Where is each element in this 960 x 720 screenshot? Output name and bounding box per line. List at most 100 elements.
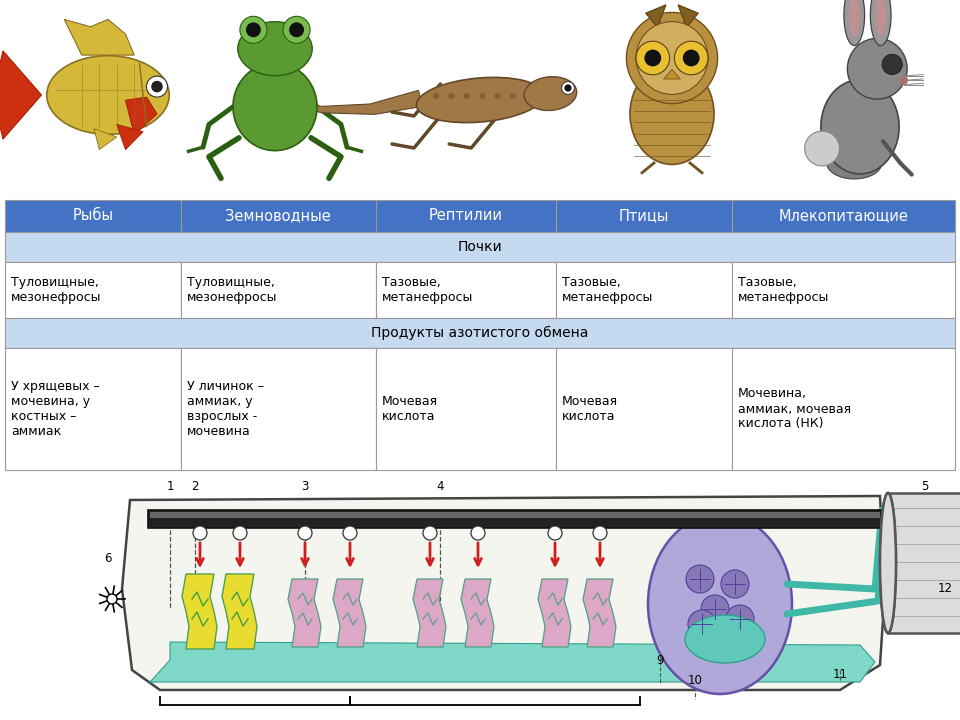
Text: Млекопитающие: Млекопитающие [779, 209, 908, 223]
Bar [375, 348, 556, 470]
Circle shape [688, 610, 716, 638]
Text: Мочевина,
аммиак, мочевая
кислота (НК): Мочевина, аммиак, мочевая кислота (НК) [737, 387, 851, 431]
Text: Тазовые,
метанефросы: Тазовые, метанефросы [737, 276, 829, 304]
Bar [732, 262, 955, 318]
Ellipse shape [685, 615, 765, 663]
Text: Почки: Почки [458, 240, 502, 254]
Bar [5, 318, 955, 348]
Ellipse shape [417, 77, 543, 122]
Circle shape [593, 526, 607, 540]
Ellipse shape [821, 80, 900, 174]
Ellipse shape [871, 0, 891, 45]
Text: 2: 2 [191, 480, 199, 493]
Ellipse shape [648, 514, 792, 694]
Circle shape [464, 93, 470, 99]
Bar [375, 262, 556, 318]
Text: Продукты азотистого обмена: Продукты азотистого обмена [372, 326, 588, 340]
Bar [732, 200, 955, 232]
Text: 5: 5 [922, 480, 928, 493]
Ellipse shape [876, 0, 886, 37]
Polygon shape [461, 579, 494, 647]
Circle shape [626, 12, 718, 104]
Ellipse shape [636, 22, 708, 94]
Text: 9: 9 [657, 654, 663, 667]
Bar [556, 262, 732, 318]
Polygon shape [413, 579, 446, 647]
Polygon shape [583, 579, 616, 647]
Text: Земноводные: Земноводные [226, 209, 331, 223]
Circle shape [804, 131, 839, 166]
Bar [556, 200, 732, 232]
Circle shape [686, 565, 714, 593]
Circle shape [343, 526, 357, 540]
Circle shape [675, 41, 708, 75]
Bar [5, 262, 180, 318]
Bar [148, 510, 882, 528]
Ellipse shape [630, 63, 714, 164]
Ellipse shape [47, 55, 169, 135]
Polygon shape [150, 642, 875, 682]
Text: У личинок –
аммиак, у
взрослых -
мочевина: У личинок – аммиак, у взрослых - мочевин… [187, 380, 264, 438]
Circle shape [882, 54, 902, 75]
Bar [5, 200, 180, 232]
Text: 7: 7 [252, 719, 259, 720]
Circle shape [246, 22, 261, 37]
Circle shape [107, 594, 117, 604]
Ellipse shape [844, 0, 865, 45]
Polygon shape [94, 129, 117, 150]
Bar [180, 262, 375, 318]
Polygon shape [663, 69, 681, 79]
Bar [732, 348, 955, 470]
Bar [5, 348, 180, 470]
Polygon shape [126, 97, 157, 135]
Text: Рыбы: Рыбы [72, 209, 113, 223]
Circle shape [900, 76, 908, 85]
Ellipse shape [233, 63, 317, 150]
Text: Мочевая
кислота: Мочевая кислота [562, 395, 618, 423]
Text: Мочевая
кислота: Мочевая кислота [381, 395, 438, 423]
Circle shape [721, 570, 749, 598]
Circle shape [510, 93, 516, 99]
Bar [150, 512, 880, 518]
Text: Птицы: Птицы [618, 209, 669, 223]
Text: У хрящевых –
мочевина, у
костных –
аммиак: У хрящевых – мочевина, у костных – аммиа… [11, 380, 100, 438]
Text: 1: 1 [166, 480, 174, 493]
Text: Туловищные,
мезонефросы: Туловищные, мезонефросы [11, 276, 102, 304]
Polygon shape [64, 19, 134, 55]
Bar [5, 232, 955, 262]
Circle shape [433, 93, 439, 99]
Bar [180, 348, 375, 470]
Circle shape [683, 50, 700, 66]
Polygon shape [333, 579, 366, 647]
Text: 6: 6 [105, 552, 111, 565]
Text: 12: 12 [938, 582, 952, 595]
Ellipse shape [238, 22, 312, 76]
Circle shape [193, 526, 207, 540]
Text: 8: 8 [492, 719, 498, 720]
Circle shape [471, 526, 485, 540]
Text: Туловищные,
мезонефросы: Туловищные, мезонефросы [187, 276, 277, 304]
Circle shape [726, 605, 754, 633]
Polygon shape [286, 91, 422, 114]
Ellipse shape [849, 0, 859, 37]
Circle shape [289, 22, 304, 37]
Circle shape [283, 17, 310, 43]
Text: Тазовые,
метанефросы: Тазовые, метанефросы [562, 276, 654, 304]
Bar [375, 200, 556, 232]
Circle shape [562, 81, 574, 94]
Polygon shape [122, 496, 885, 690]
Polygon shape [117, 125, 143, 150]
Circle shape [448, 93, 455, 99]
Polygon shape [0, 51, 41, 139]
Circle shape [644, 50, 661, 66]
Polygon shape [538, 579, 571, 647]
Circle shape [548, 526, 562, 540]
Ellipse shape [880, 493, 896, 633]
Bar [888, 493, 960, 633]
Text: 4: 4 [436, 480, 444, 493]
Polygon shape [288, 579, 321, 647]
Text: Тазовые,
метанефросы: Тазовые, метанефросы [381, 276, 473, 304]
Text: 11: 11 [832, 668, 848, 682]
Ellipse shape [848, 38, 907, 99]
Polygon shape [222, 574, 257, 649]
